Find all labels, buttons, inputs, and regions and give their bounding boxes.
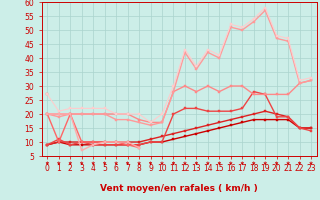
X-axis label: Vent moyen/en rafales ( km/h ): Vent moyen/en rafales ( km/h ): [100, 184, 258, 193]
